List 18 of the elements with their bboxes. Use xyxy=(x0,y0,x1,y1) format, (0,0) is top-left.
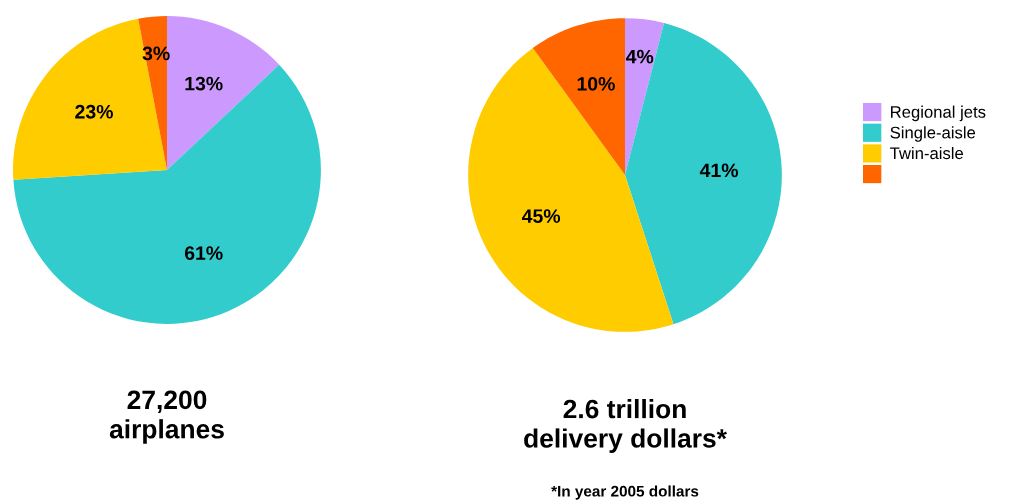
text: *In year 2005 dollars xyxy=(551,485,699,500)
data-label: 61% xyxy=(184,246,223,260)
pie-slice xyxy=(625,18,665,175)
data-label: 13% xyxy=(185,76,223,91)
text: 2.6 trillion delivery dollars* xyxy=(524,399,727,453)
data-label: 10% xyxy=(577,76,615,91)
data-label: 45% xyxy=(521,209,561,223)
legend-label: Twin-aisle xyxy=(890,146,964,160)
pie-slice xyxy=(468,48,674,332)
data-label: 4% xyxy=(625,49,654,64)
legend-label: Single-aisle xyxy=(890,126,976,142)
data-label: 23% xyxy=(75,104,113,119)
pie-slice xyxy=(625,23,782,325)
legend-label: Regional jets xyxy=(891,105,986,122)
data-label: 41% xyxy=(699,163,739,178)
text: 27,200 airplanes xyxy=(109,390,224,444)
pie-slice xyxy=(13,64,321,324)
pie-slice xyxy=(532,18,625,175)
